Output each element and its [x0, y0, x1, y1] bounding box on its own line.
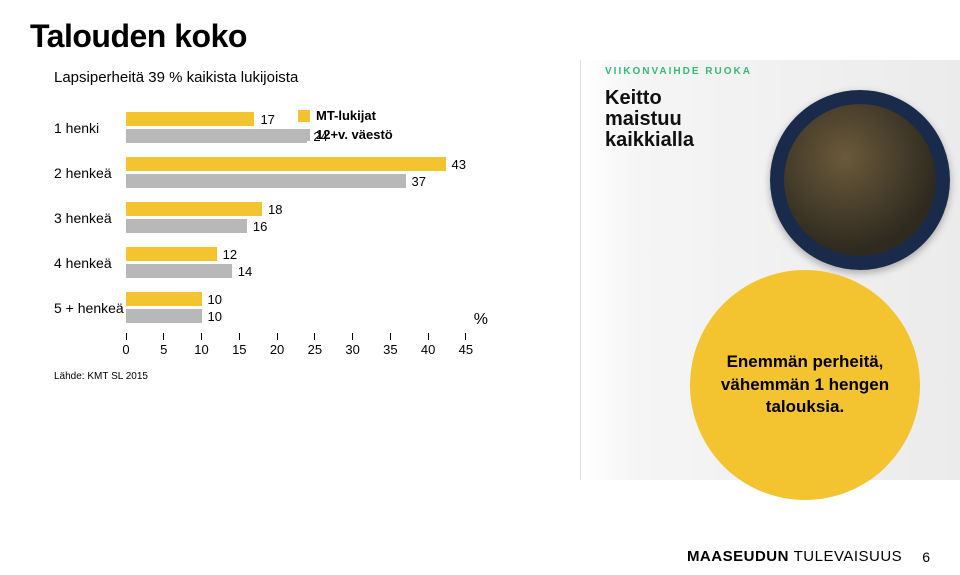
percent-symbol: %	[474, 311, 488, 329]
bar-b	[126, 129, 307, 143]
bar-value-b: 37	[412, 174, 426, 189]
x-tick-label: 0	[122, 342, 129, 357]
chart-row: 3 henkeä 1816	[54, 202, 484, 233]
x-tick-label: 45	[459, 342, 473, 357]
bar-b	[126, 309, 202, 323]
bar-value-b: 24	[313, 129, 327, 144]
newspaper-headline: Keitto maistuu kaikkialla	[605, 88, 725, 151]
x-tick-label: 20	[270, 342, 284, 357]
bar-a	[126, 157, 446, 171]
bar-value-a: 12	[223, 247, 237, 262]
bar-chart: 1 henki 17 24 2 henkeä 43 37 3 henkeä 1816 4 hen…	[54, 112, 484, 323]
newspaper-section-tag: VIIKONVAIHDE RUOKA	[605, 66, 752, 77]
x-tick-label: 40	[421, 342, 435, 357]
chart-container: MT-lukijat 12+v. väestö 1 henki17242 hen…	[30, 112, 530, 382]
callout-bubble: Enemmän perheitä, vähemmän 1 hengen talo…	[690, 270, 920, 500]
category-label: 3 henkeä	[54, 210, 126, 226]
x-tick-label: 25	[308, 342, 322, 357]
page-title: Talouden koko	[30, 18, 930, 55]
bar-value-a: 10	[208, 292, 222, 307]
chart-row: 5 + henkeä 10 10	[54, 292, 484, 323]
newspaper-photo-placeholder	[770, 90, 950, 270]
brand-word-b: TULEVAISUUS	[794, 548, 903, 565]
category-label: 2 henkeä	[54, 165, 126, 181]
x-tick-label: 5	[160, 342, 167, 357]
chart-row: 4 henkeä 1214	[54, 247, 484, 278]
bar-value-a: 43	[452, 157, 466, 172]
brand-word-a: MAASEUDUN	[687, 548, 789, 565]
x-tick-label: 35	[383, 342, 397, 357]
chart-row: 2 henkeä 43 37	[54, 157, 484, 188]
page-number: 6	[922, 549, 930, 565]
bar-value-b: 14	[238, 264, 252, 279]
bar-a	[126, 292, 202, 306]
bar-a	[126, 247, 217, 261]
bar-b	[126, 174, 406, 188]
bar-b	[126, 219, 247, 233]
bar-value-a: 18	[268, 202, 282, 217]
x-tick-label: 30	[345, 342, 359, 357]
brand-logo: MAASEUDUN TULEVAISUUS	[687, 548, 902, 565]
callout-text: Enemmän perheitä, vähemmän 1 hengen talo…	[714, 351, 896, 420]
bar-value-a: 17	[260, 112, 274, 127]
x-tick-label: 15	[232, 342, 246, 357]
chart-row: 1 henki 17 24	[54, 112, 484, 143]
x-axis: % 051015202530354045	[126, 333, 466, 363]
category-label: 5 + henkeä	[54, 300, 126, 316]
bar-b	[126, 264, 232, 278]
category-label: 1 henki	[54, 120, 126, 136]
page-footer: MAASEUDUN TULEVAISUUS 6	[687, 548, 930, 565]
bar-a	[126, 202, 262, 216]
chart-source: Lähde: KMT SL 2015	[54, 371, 530, 382]
category-label: 4 henkeä	[54, 255, 126, 271]
bar-value-b: 16	[253, 219, 267, 234]
newspaper-preview: VIIKONVAIHDE RUOKA Keitto maistuu kaikki…	[580, 60, 960, 480]
bar-value-b: 10	[208, 309, 222, 324]
x-tick-label: 10	[194, 342, 208, 357]
bar-a	[126, 112, 254, 126]
